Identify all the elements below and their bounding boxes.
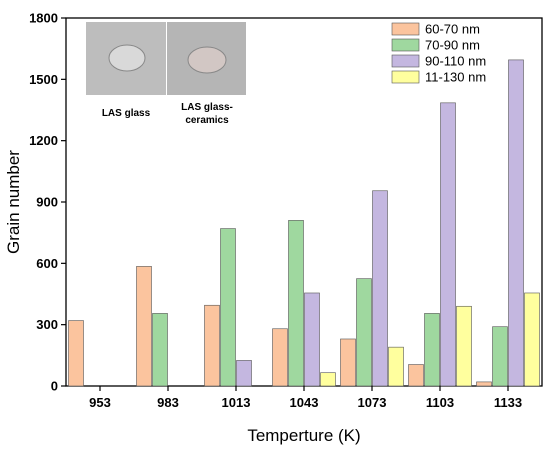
legend-swatch bbox=[391, 70, 420, 84]
x-tick-label: 1133 bbox=[494, 395, 522, 410]
legend-swatch bbox=[391, 38, 420, 52]
bar bbox=[236, 360, 252, 387]
bar bbox=[272, 328, 288, 387]
y-tick-label: 1500 bbox=[29, 72, 58, 87]
inset-label-glass-ceramics-line1: LAS glass- bbox=[181, 102, 233, 113]
bar bbox=[356, 278, 372, 387]
legend-swatch bbox=[391, 22, 420, 36]
y-axis-title: Grain number bbox=[4, 150, 23, 254]
y-tick-label: 1800 bbox=[29, 11, 58, 26]
legend-swatch bbox=[391, 54, 420, 68]
y-axis: 0 300 600 900 1200 1500 1800 bbox=[29, 11, 66, 394]
x-tick-label: 1103 bbox=[426, 395, 454, 410]
legend-label: 70-90 nm bbox=[425, 38, 480, 53]
y-tick-label: 900 bbox=[36, 195, 58, 210]
bar bbox=[304, 292, 320, 387]
bar bbox=[372, 190, 388, 387]
x-tick-label: 1073 bbox=[358, 395, 387, 410]
x-tick-label: 1013 bbox=[222, 395, 251, 410]
bar bbox=[408, 364, 424, 387]
bar bbox=[476, 381, 492, 387]
bar bbox=[440, 102, 456, 387]
bar bbox=[340, 338, 356, 387]
glass-ceramics-disc-icon bbox=[187, 46, 227, 74]
bar bbox=[508, 59, 524, 387]
bar bbox=[492, 326, 508, 387]
x-tick-label: 1043 bbox=[290, 395, 319, 410]
y-tick-label: 300 bbox=[36, 317, 58, 332]
bar bbox=[68, 320, 84, 387]
y-tick-label: 1200 bbox=[29, 133, 58, 148]
legend-label: 60-70 nm bbox=[425, 22, 480, 37]
bar bbox=[456, 305, 472, 387]
x-axis: 953 983 1013 1043 1073 1103 1133 bbox=[89, 386, 522, 410]
bars bbox=[68, 59, 540, 387]
x-tick-label: 953 bbox=[89, 395, 111, 410]
bar bbox=[424, 313, 440, 387]
x-tick-label: 983 bbox=[157, 395, 179, 410]
y-tick-label: 0 bbox=[51, 379, 58, 394]
glass-disc-icon bbox=[108, 44, 146, 72]
bar bbox=[152, 313, 168, 387]
inset-label-glass-ceramics-line2: ceramics bbox=[185, 115, 229, 126]
inset-photos: LAS glass LAS glass- ceramics bbox=[86, 22, 246, 126]
bar bbox=[320, 372, 336, 387]
bar bbox=[220, 228, 236, 387]
inset-label-glass: LAS glass bbox=[102, 108, 151, 119]
bar bbox=[388, 346, 404, 387]
bar bbox=[524, 292, 540, 387]
bar bbox=[136, 266, 152, 387]
x-axis-title: Temperture (K) bbox=[247, 426, 360, 445]
legend-label: 11-130 nm bbox=[425, 70, 486, 85]
bar bbox=[204, 304, 220, 387]
legend-label: 90-110 nm bbox=[425, 54, 486, 69]
bar bbox=[288, 220, 304, 387]
y-tick-label: 600 bbox=[36, 256, 58, 271]
